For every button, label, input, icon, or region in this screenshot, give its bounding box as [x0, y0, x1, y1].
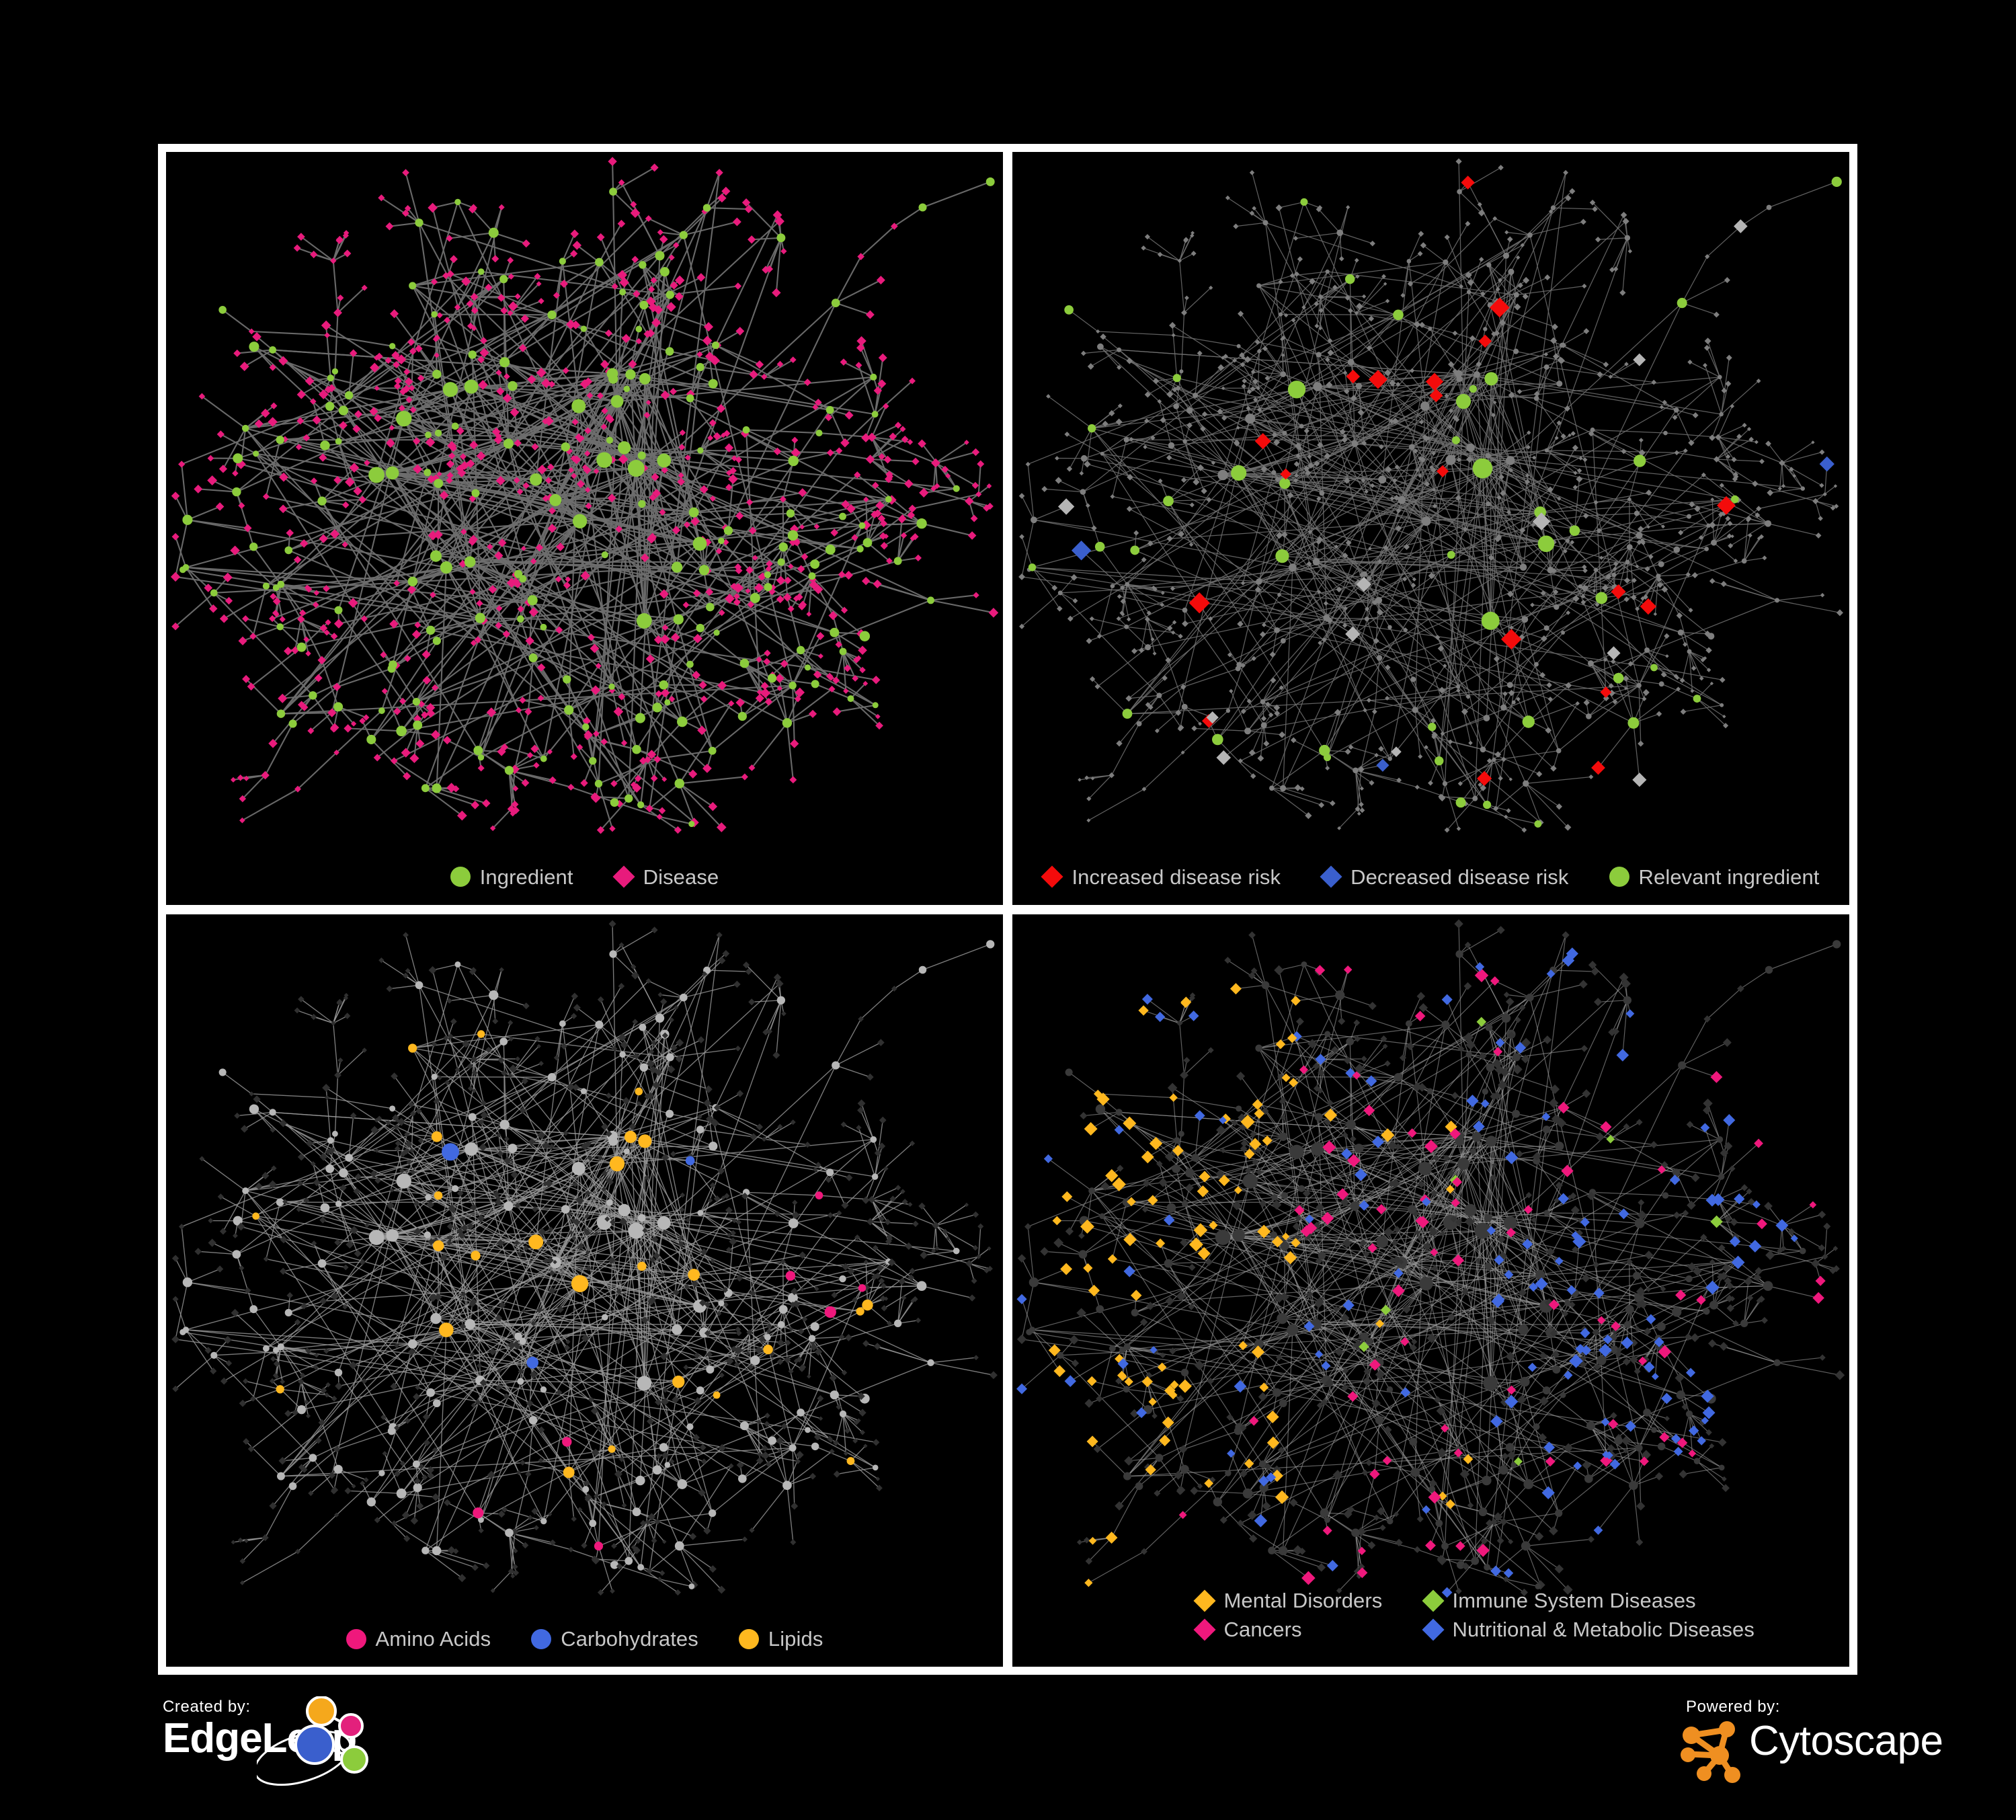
panel-ingredient-disease[interactable]: Ingredient Disease: [166, 152, 1003, 905]
powered-by-label: Powered by:: [1686, 1698, 1781, 1716]
created-by-label: Created by:: [163, 1698, 251, 1716]
figure-footer: Created by: EdgeLeap Powered by:: [0, 1675, 2016, 1820]
panel-disease-classes[interactable]: Mental Disorders Immune System Diseases …: [1012, 914, 1849, 1667]
edgeleap-logo[interactable]: Created by: EdgeLeap: [163, 1692, 479, 1807]
edgeleap-node-mark: [257, 1696, 368, 1786]
panel-nutrient-classes[interactable]: Amino Acids Carbohydrates Lipids: [166, 914, 1003, 1667]
cytoscape-logo[interactable]: Powered by: Cytoscape: [1678, 1692, 1960, 1793]
network-canvas-disease-classes[interactable]: [1012, 914, 1849, 1667]
network-canvas-ingredient-disease[interactable]: [166, 152, 1003, 905]
network-canvas-disease-risk[interactable]: [1012, 152, 1849, 905]
panel-disease-risk[interactable]: Increased disease risk Decreased disease…: [1012, 152, 1849, 905]
cytoscape-brand-name: Cytoscape: [1749, 1718, 1943, 1764]
panel-grid: Ingredient Disease Increased disease ris…: [158, 144, 1857, 1675]
network-canvas-nutrient-classes[interactable]: [166, 914, 1003, 1667]
cytoscape-node-mark: [1681, 1721, 1740, 1783]
